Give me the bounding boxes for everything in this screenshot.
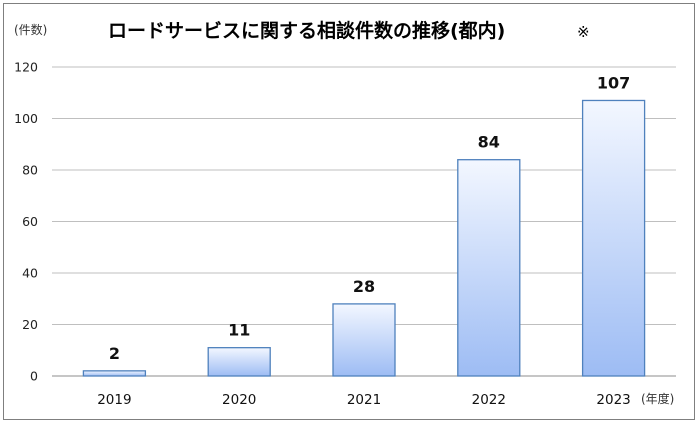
- y-axis-unit-label: (件数): [14, 22, 47, 37]
- bar-2020: [207, 347, 271, 377]
- y-tick-label-0: 0: [30, 369, 38, 384]
- x-tick-label-2020: 2020: [222, 392, 256, 408]
- bar-2022: [457, 159, 521, 377]
- title-note-mark: ※: [577, 23, 590, 41]
- x-tick-label-2022: 2022: [472, 392, 506, 408]
- x-tick-label-2023: 2023: [596, 392, 630, 408]
- chart-title: ロードサービスに関する相談件数の推移(都内): [108, 19, 505, 42]
- data-label-2020: 11: [228, 321, 250, 340]
- bar-2019: [82, 370, 147, 377]
- x-tick-label-2021: 2021: [347, 392, 381, 408]
- y-tick-label-60: 60: [22, 214, 38, 229]
- y-tick-label-20: 20: [22, 317, 38, 332]
- bar-2023: [581, 99, 646, 377]
- bar-2021: [332, 303, 396, 377]
- data-label-2023: 107: [597, 73, 630, 92]
- data-label-2019: 2: [109, 344, 120, 363]
- x-tick-label-2019: 2019: [97, 392, 131, 408]
- y-tick-label-120: 120: [14, 60, 38, 75]
- y-tick-label-100: 100: [14, 111, 38, 126]
- data-label-2022: 84: [478, 133, 500, 152]
- y-tick-label-80: 80: [22, 163, 38, 178]
- y-tick-label-40: 40: [22, 266, 38, 281]
- data-label-2021: 28: [353, 277, 375, 296]
- x-axis-unit-label: (年度): [641, 391, 674, 406]
